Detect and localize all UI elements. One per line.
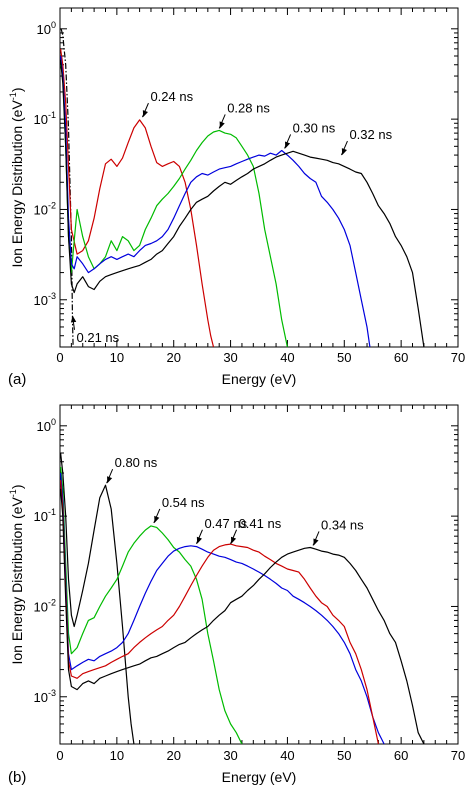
y-tick-label: 10-1 — [34, 110, 56, 127]
annotation-label: 0.80 ns — [115, 455, 158, 470]
x-tick-label: 0 — [56, 350, 63, 365]
annotation-arrowhead — [284, 141, 291, 149]
series-line-028 — [60, 64, 288, 347]
annotation-label: 0.24 ns — [150, 89, 193, 104]
annotation-arrowhead — [107, 476, 113, 484]
x-axis-label: Energy (eV) — [222, 769, 297, 785]
x-tick-label: 30 — [223, 350, 237, 365]
panel-b: 0 10 20 30 40 50 60 70 10-3 10-2 10-1 100 0.80 ns 0.5… — [8, 404, 465, 786]
plot-frame — [59, 7, 459, 348]
annotation-label: 0.21 ns — [77, 330, 120, 345]
annotation-arrowhead — [142, 110, 148, 118]
annotation-label: 0.34 ns — [321, 517, 364, 532]
y-tick-label: 100 — [37, 417, 56, 434]
series-group — [60, 28, 425, 347]
x-tick-label: 50 — [337, 748, 351, 763]
series-line-054 — [60, 466, 243, 744]
x-tick-label: 50 — [337, 350, 351, 365]
x-tick-label: 70 — [451, 350, 465, 365]
x-tick-label: 0 — [56, 748, 63, 763]
x-tick-label: 70 — [451, 748, 465, 763]
x-axis-label: Energy (eV) — [222, 371, 297, 387]
series-line-030 — [60, 55, 371, 347]
panel-a: 0 10 20 30 40 50 60 70 10-3 10-2 10-1 100 0.24 ns 0.2… — [8, 7, 465, 388]
x-tick-label: 60 — [394, 350, 408, 365]
series-line-032 — [60, 60, 425, 347]
y-axis-label: Ion Energy Distribution (eV-1) — [8, 485, 25, 665]
y-axis-label: Ion Energy Distribution (eV-1) — [8, 88, 25, 268]
x-tick-label: 60 — [394, 748, 408, 763]
annotation-arrowhead — [196, 536, 202, 544]
annotation-arrowhead — [154, 515, 160, 523]
annotation-arrowhead — [70, 315, 77, 323]
annotation-label: 0.54 ns — [162, 495, 205, 510]
x-tick-label: 40 — [280, 350, 294, 365]
y-tick-label: 10-3 — [34, 688, 56, 705]
x-tick-label: 20 — [166, 350, 180, 365]
y-tick-label: 100 — [37, 20, 56, 37]
panel-label: (b) — [8, 769, 26, 786]
series-group — [60, 452, 425, 744]
x-tick-label: 40 — [280, 748, 294, 763]
series-line-080 — [60, 452, 135, 744]
plot-frame — [59, 404, 459, 745]
annotation-arrowhead — [313, 538, 319, 546]
y-tick-label: 10-1 — [34, 507, 56, 524]
annotation-label: 0.30 ns — [293, 120, 336, 135]
annotation-label: 0.28 ns — [227, 100, 270, 115]
y-tick-label: 10-3 — [34, 291, 56, 308]
x-tick-label: 20 — [166, 748, 180, 763]
annotation-label: 0.32 ns — [349, 127, 392, 142]
series-line-034 — [60, 488, 425, 744]
x-tick-label: 10 — [110, 350, 124, 365]
annotation-arrowhead — [341, 148, 347, 156]
x-tick-label: 30 — [223, 748, 237, 763]
series-line-047 — [60, 472, 385, 744]
y-tick-label: 10-2 — [34, 597, 56, 614]
annotation-label: 0.47 ns — [204, 516, 247, 531]
panel-label: (a) — [8, 371, 26, 388]
annotation-arrowhead — [230, 536, 237, 544]
annotation-arrowhead — [219, 121, 225, 129]
y-tick-label: 10-2 — [34, 200, 56, 217]
x-tick-label: 10 — [110, 748, 124, 763]
annotation-label: 0.41 ns — [239, 516, 282, 531]
series-line-041 — [60, 480, 379, 744]
